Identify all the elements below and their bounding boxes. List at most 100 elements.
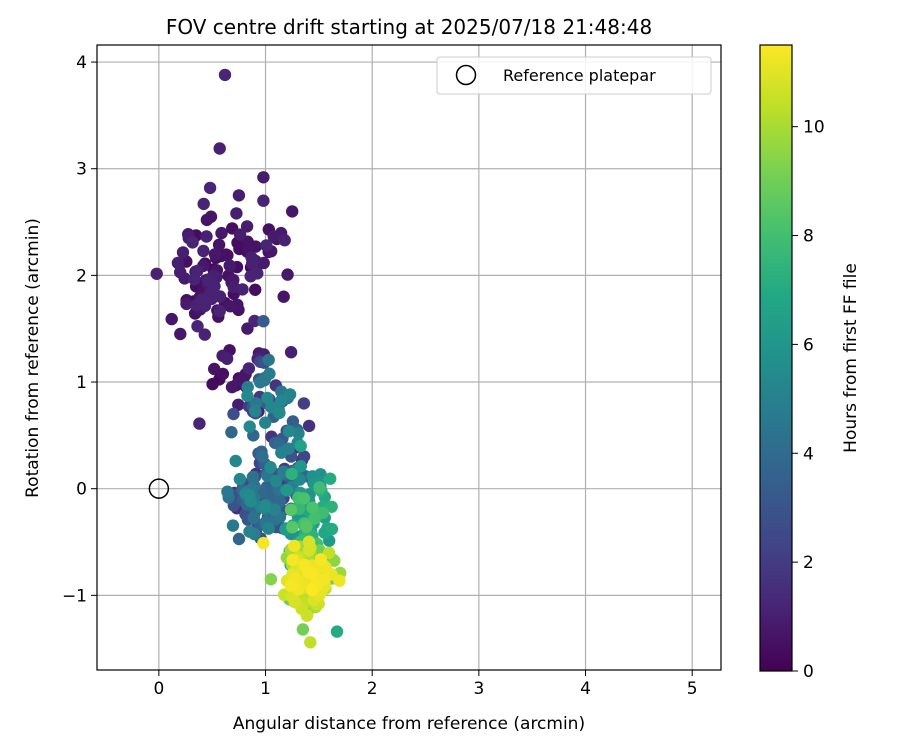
y-tick-label: 3 [76,160,87,180]
scatter-point [229,454,242,468]
scatter-point [233,228,247,241]
scatter-point [269,474,283,488]
scatter-point [286,521,299,534]
scatter-point [264,461,277,474]
scatter-point [206,377,219,391]
scatter-point [232,532,246,546]
scatter-point [282,442,295,455]
scatter-point [262,353,275,367]
scatter-point [195,293,209,306]
scatter-point [314,468,327,481]
scatter-point [284,579,297,592]
scatter-point [176,246,190,259]
scatter-point [224,300,237,313]
scatter-point [313,481,326,494]
scatter-point [302,535,316,548]
scatter-point [197,244,210,258]
scatter-point [296,623,310,636]
scatter-point [280,484,294,497]
x-tick-label: 1 [260,679,271,699]
y-axis-ticks: −1 0 1 2 3 4 [62,53,97,606]
colorbar-tick-label: 2 [803,553,814,573]
legend-marker [455,64,477,86]
scatter-point [150,267,163,280]
colorbar-gradient [759,44,793,672]
scatter-point [283,388,297,401]
scatter-point [333,574,346,587]
scatter-point [302,566,315,579]
scatter-point [273,406,286,420]
scatter-point [300,520,313,533]
x-axis-ticks: 0 1 2 3 4 5 [153,670,698,699]
x-tick-label: 3 [473,679,484,699]
scatter-point [281,268,294,281]
scatter-point [268,503,281,516]
scatter-point [297,492,311,505]
scatter-point [278,234,291,247]
scatter-point [188,273,201,286]
scatter-point [180,297,193,311]
scatter-point [174,327,187,341]
scatter-point [218,68,232,82]
scatter-point [314,553,328,566]
colorbar-tick-label: 6 [803,335,814,355]
scatter-point [277,290,290,303]
scatter-point [262,522,275,535]
colorbar-label: Hours from first FF file [841,263,861,453]
scatter-point [241,380,254,394]
x-tick-label: 0 [153,679,164,699]
chart-title: FOV centre drift starting at 2025/07/18 … [166,15,652,39]
scatter-point [294,439,307,453]
scatter-point [306,501,319,514]
legend: Reference platepar [436,56,712,95]
scatter-point [230,207,243,220]
scatter-point [260,239,273,252]
colorbar-tick-label: 4 [803,444,814,464]
x-tick-label: 4 [580,679,591,699]
y-tick-label: 2 [76,266,87,286]
scatter-point [213,304,226,318]
plot-frame [96,44,722,671]
scatter-point [200,230,213,243]
scatter-point [243,420,256,433]
scatter-point [257,194,270,207]
scatter-point [249,404,262,418]
scatter-point [284,503,298,517]
grid-lines [97,45,721,670]
scatter-point [246,257,259,270]
scatter-point [220,352,234,365]
scatter-point [221,485,234,498]
scatter-point [302,419,316,433]
scatter-point [286,553,299,567]
scatter-point [324,472,337,485]
y-tick-label: −1 [62,586,87,606]
scatter-point [247,511,260,524]
x-tick-label: 2 [367,679,378,699]
scatter-point [263,367,276,380]
colorbar-tick-label: 8 [803,227,814,247]
colorbar-tick-label: 10 [803,118,825,138]
scatter-point [225,426,238,439]
scatter-point [257,171,270,184]
scatter-point [186,236,199,249]
scatter-point [226,519,240,532]
scatter-point [304,636,317,649]
scatter-point [292,427,305,440]
scatter-point [267,230,280,243]
scatter-point [297,397,311,410]
scatter-point [202,274,215,287]
scatter-point [220,248,233,261]
scatter-point [165,312,178,326]
scatter-point [294,460,307,473]
scatter-point [325,500,338,513]
scatter-point [232,189,246,202]
scatter-point [208,362,221,376]
scatter-point [208,248,222,261]
scatter-point [286,205,299,218]
x-axis-label: Angular distance from reference (arcmin) [233,714,585,734]
scatter-point [325,522,339,536]
scatter-point [308,512,321,525]
scatter-point [212,238,226,251]
scatter-point [244,495,257,508]
